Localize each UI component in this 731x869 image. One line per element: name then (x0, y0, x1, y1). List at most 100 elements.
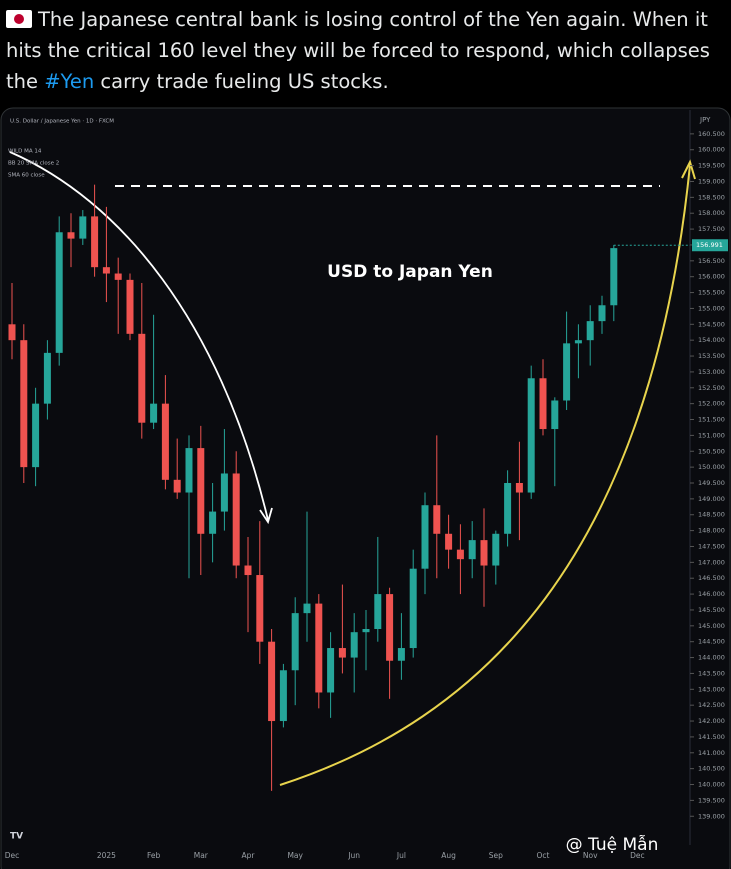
y-tick-label: 159.500 (698, 162, 725, 170)
legend-entry: SMA 60 close (8, 173, 45, 179)
y-tick-label: 154.500 (698, 320, 725, 328)
flag-icon (6, 10, 32, 28)
candle-body (338, 648, 346, 658)
candle-body (185, 448, 193, 493)
candle-body (362, 629, 370, 633)
candle-body (291, 613, 299, 671)
legend-entry: BB 20 SMA close 2 (8, 161, 59, 167)
candle-body (598, 305, 606, 322)
candle-body (279, 670, 287, 722)
candle-body (527, 378, 535, 493)
x-tick-label: Nov (583, 851, 598, 860)
candle-body (256, 575, 264, 642)
x-tick-label: May (287, 851, 303, 860)
chart-title: USD to Japan Yen (327, 262, 493, 282)
y-tick-label: 149.000 (698, 495, 725, 503)
candle-body (456, 549, 464, 560)
candle-body (386, 594, 394, 661)
y-tick-label: 156.500 (698, 257, 725, 265)
y-tick-label: 149.500 (698, 479, 725, 487)
x-tick-label: Dec (630, 851, 645, 860)
y-tick-label: 145.500 (698, 606, 725, 614)
last-price-label: 156.991 (696, 241, 723, 249)
candle-body (55, 232, 63, 353)
candle-body (303, 603, 311, 614)
candle-body (421, 505, 429, 569)
candle-body (480, 540, 488, 566)
candle-body (610, 248, 618, 306)
x-tick-label: Oct (537, 851, 550, 860)
x-tick-label: Feb (147, 851, 161, 860)
candle-body (114, 273, 122, 280)
y-tick-label: 152.000 (698, 400, 725, 408)
candle-body (244, 565, 252, 576)
x-tick-label: Apr (242, 851, 256, 860)
arrow-head (259, 507, 273, 525)
candle-body (197, 448, 205, 534)
y-tick-label: 145.000 (698, 622, 725, 630)
candle-body (209, 511, 217, 534)
candle-body (551, 400, 559, 430)
candle-body (445, 533, 453, 550)
y-tick-label: 156.000 (698, 273, 725, 281)
candle-body (67, 232, 75, 239)
arrow-head (681, 159, 696, 180)
y-tick-label: 139.500 (698, 796, 725, 804)
y-tick-label: 144.000 (698, 654, 725, 662)
x-tick-label: Aug (441, 851, 456, 860)
candle-body (150, 403, 158, 423)
y-tick-label: 153.500 (698, 352, 725, 360)
watermark: @ Tuệ Mẫn (566, 834, 659, 855)
y-tick-label: 148.500 (698, 511, 725, 519)
hashtag[interactable]: #Yen (44, 70, 95, 93)
tv-logo: TV (10, 832, 23, 842)
post-text-part: The Japanese central bank is losing cont… (6, 8, 710, 93)
x-tick-label: Mar (194, 851, 209, 860)
x-tick-label: 2025 (97, 851, 116, 860)
y-tick-label: 146.000 (698, 590, 725, 598)
y-tick-label: 152.500 (698, 384, 725, 392)
y-tick-label: 160.500 (698, 130, 725, 138)
axis-unit: JPY (699, 116, 711, 124)
y-tick-label: 151.500 (698, 416, 725, 424)
y-tick-label: 154.000 (698, 336, 725, 344)
y-tick-label: 155.500 (698, 289, 725, 297)
candle-body (563, 343, 571, 401)
candle-body (8, 324, 16, 341)
candle-body (232, 473, 240, 566)
y-tick-label: 144.500 (698, 638, 725, 646)
y-tick-label: 147.000 (698, 558, 725, 566)
candle-body (504, 483, 512, 534)
candle-body (126, 279, 134, 334)
x-tick-label: Dec (5, 851, 20, 860)
y-tick-label: 158.500 (698, 193, 725, 201)
y-tick-label: 141.500 (698, 733, 725, 741)
y-tick-label: 147.500 (698, 542, 725, 550)
candle-body (468, 540, 476, 560)
chart-frame (0, 107, 731, 869)
candle-body (492, 533, 500, 566)
y-tick-label: 151.000 (698, 431, 725, 439)
candle-body (574, 340, 582, 344)
y-tick-label: 143.500 (698, 669, 725, 677)
candle-body (350, 632, 358, 658)
y-tick-label: 143.000 (698, 685, 725, 693)
candle-body (515, 483, 523, 493)
post-text: The Japanese central bank is losing cont… (6, 4, 726, 97)
candle-body (20, 340, 28, 468)
y-tick-label: 140.000 (698, 781, 725, 789)
candle-body (220, 473, 228, 512)
y-tick-label: 142.000 (698, 717, 725, 725)
x-tick-label: Sep (489, 851, 503, 860)
candle-body (32, 403, 40, 468)
candle-body (539, 378, 547, 430)
y-tick-label: 141.000 (698, 749, 725, 757)
candle-body (327, 648, 335, 693)
legend-entry: U.S. Dollar / Japanese Yen · 1D · FXCM (10, 119, 114, 125)
y-tick-label: 148.000 (698, 527, 725, 535)
candle-body (102, 267, 110, 274)
candle-body (397, 648, 405, 661)
candle-body (173, 479, 181, 493)
